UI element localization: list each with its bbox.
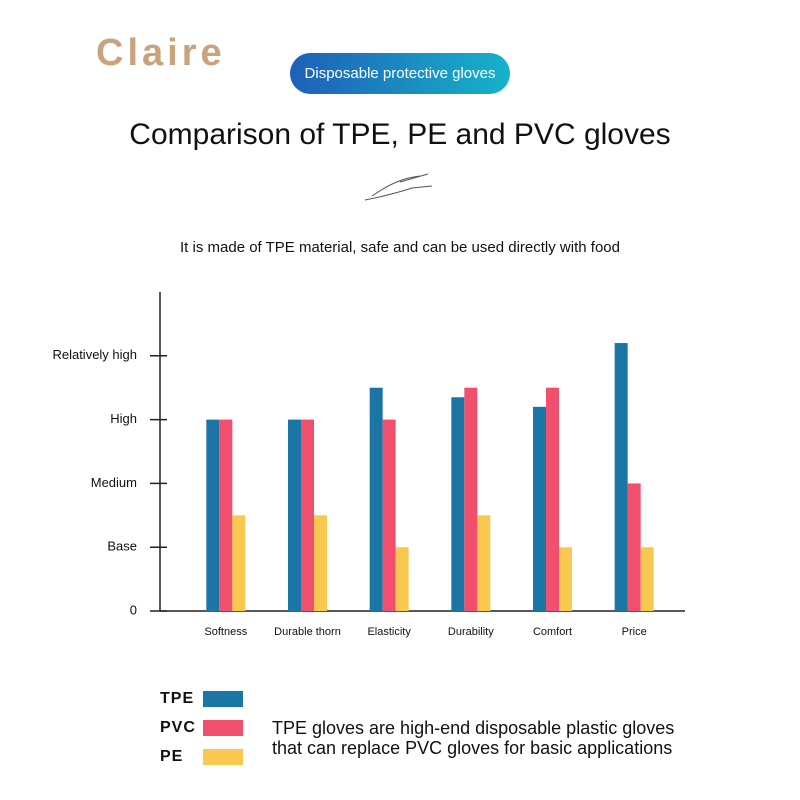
badge: Disposable protective gloves — [305, 65, 496, 82]
hand-icon — [364, 173, 433, 201]
bar — [464, 387, 478, 611]
bar — [627, 483, 641, 611]
chart-subtitle: It is made of TPE material, safe and can… — [180, 239, 620, 256]
bar — [640, 547, 654, 611]
y-tick-label: High — [110, 411, 137, 426]
bar — [546, 387, 559, 611]
bar — [301, 419, 314, 611]
x-tick-label: Price — [622, 626, 647, 638]
badge-background — [290, 53, 510, 94]
bar — [382, 419, 396, 611]
bar — [369, 387, 383, 611]
bar — [232, 515, 246, 611]
legend-label: PE — [160, 748, 183, 765]
bar — [288, 419, 301, 611]
legend-swatch — [203, 691, 243, 707]
legend-label: TPE — [160, 690, 194, 707]
annotation: that can replace PVC gloves for basic ap… — [272, 738, 672, 758]
bar — [395, 547, 409, 611]
bar — [206, 419, 220, 611]
x-tick-label: Durable thorn — [274, 626, 341, 638]
y-tick-label: Base — [107, 539, 137, 554]
y-tick-label: Relatively high — [52, 347, 137, 362]
x-tick-label: Comfort — [533, 626, 572, 638]
bar — [559, 547, 572, 611]
legend-swatch — [203, 720, 243, 736]
x-tick-label: Softness — [204, 626, 247, 638]
bar — [451, 397, 465, 611]
bar — [614, 343, 628, 611]
brand-logo: Claire — [96, 32, 226, 74]
y-tick-label: 0 — [130, 602, 137, 617]
bar — [533, 406, 546, 611]
bar — [314, 515, 327, 611]
bar — [219, 419, 233, 611]
legend-swatch — [203, 749, 243, 765]
x-tick-label: Durability — [448, 626, 494, 638]
legend-label: PVC — [160, 719, 196, 736]
bar — [477, 515, 491, 611]
annotation: TPE gloves are high-end disposable plast… — [272, 718, 674, 738]
chart-title: Comparison of TPE, PE and PVC gloves — [129, 118, 670, 151]
y-tick-label: Medium — [91, 475, 137, 490]
x-tick-label: Elasticity — [367, 626, 411, 638]
